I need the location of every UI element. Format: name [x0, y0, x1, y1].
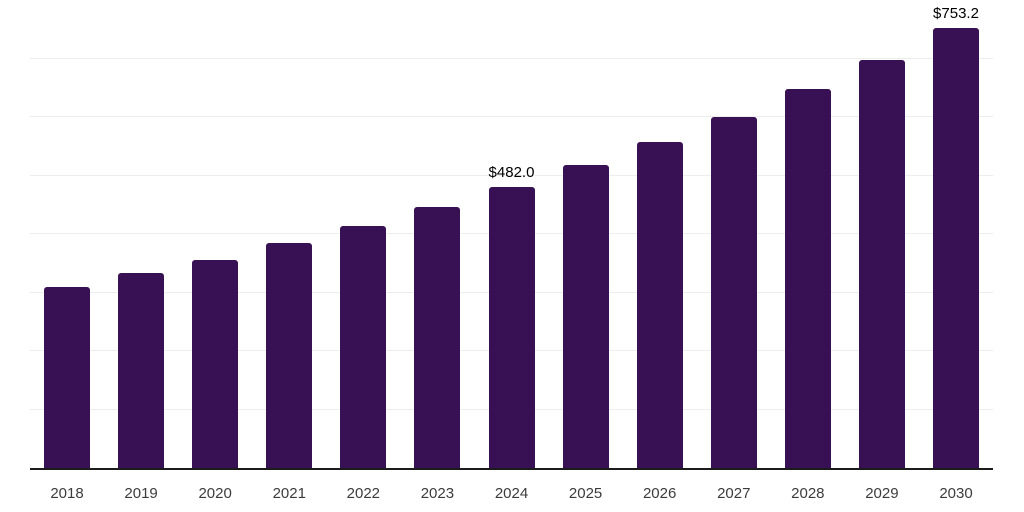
x-tick-2020: 2020 — [198, 485, 232, 502]
plot-area: $482.0 $753.2 — [30, 0, 993, 470]
value-label-2030: $753.2 — [933, 5, 979, 23]
bar-2021 — [266, 243, 313, 469]
gridline-500 — [30, 174, 993, 176]
x-tick-2023: 2023 — [420, 485, 455, 502]
bar-2022 — [340, 226, 387, 469]
bar-2026 — [636, 141, 683, 469]
bar-2027 — [710, 116, 757, 469]
bar-2028 — [784, 89, 831, 469]
gridline-600 — [30, 116, 993, 117]
x-axis-labels: 2018 2019 2020 2021 2022 2023 2024 2025 2026 2027… — [30, 470, 993, 512]
x-tick-2021: 2021 — [272, 485, 306, 502]
bar-2024 — [488, 187, 535, 469]
bar-2023 — [414, 207, 461, 469]
x-tick-2027: 2027 — [717, 485, 751, 502]
value-label-2024: $482.0 — [488, 164, 535, 182]
x-tick-2022: 2022 — [346, 485, 381, 502]
x-tick-2030: 2030 — [939, 485, 973, 502]
x-tick-2025: 2025 — [568, 485, 603, 502]
x-tick-2024: 2024 — [494, 485, 529, 502]
x-tick-2018: 2018 — [50, 485, 84, 502]
bar-2020 — [192, 259, 239, 469]
x-tick-2019: 2019 — [124, 485, 158, 502]
bar-2025 — [562, 165, 609, 469]
bar-2019 — [118, 273, 165, 469]
x-tick-2028: 2028 — [791, 485, 825, 502]
bar-2030 — [933, 28, 979, 469]
x-tick-2026: 2026 — [642, 485, 677, 502]
gridline-700 — [30, 57, 993, 59]
bar-2029 — [858, 60, 905, 469]
x-axis-line — [30, 468, 993, 470]
x-tick-2029: 2029 — [865, 485, 899, 502]
bar-2018 — [44, 287, 90, 469]
